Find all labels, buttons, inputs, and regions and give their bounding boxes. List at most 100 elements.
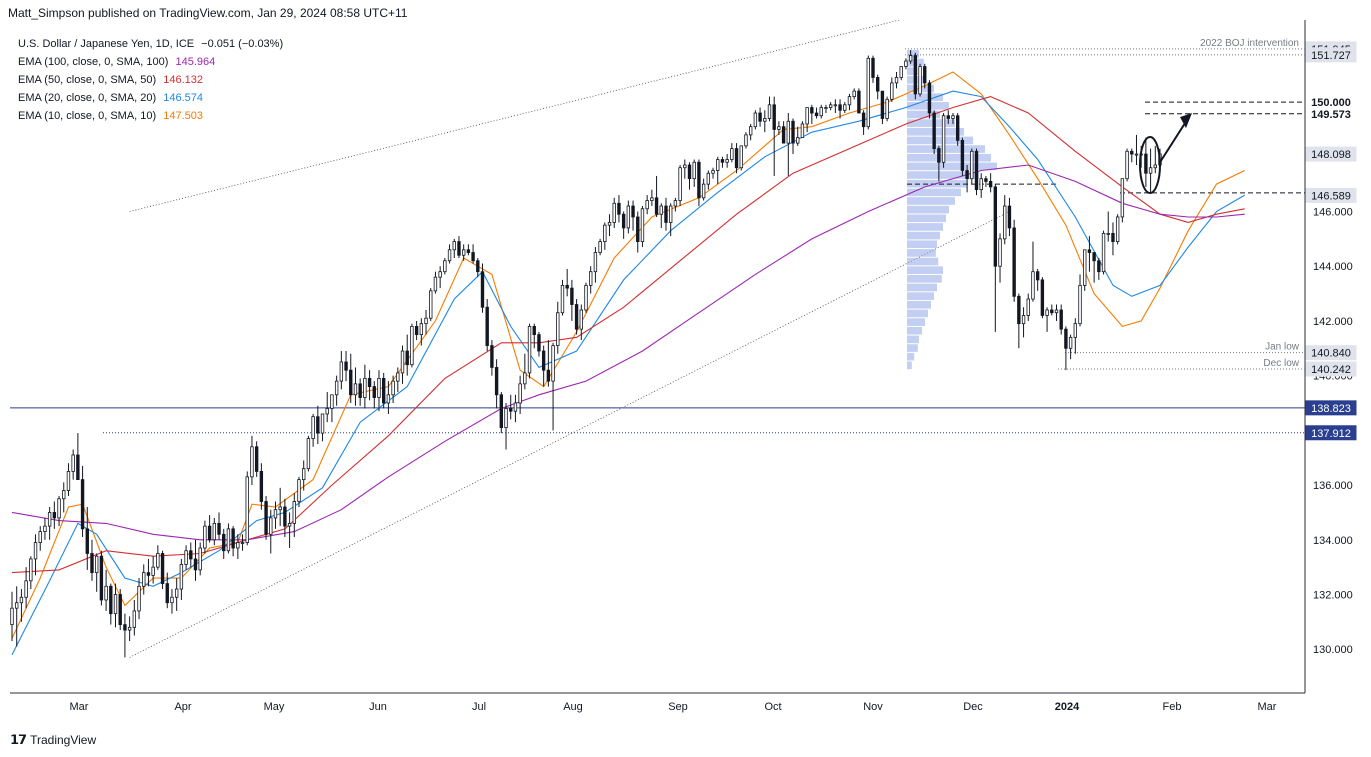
candle-body [358, 383, 362, 398]
candle [15, 586, 19, 647]
candle [424, 309, 428, 335]
candle-body [556, 312, 560, 346]
candle [240, 534, 245, 551]
y-tick-label: 146.000 [1313, 207, 1353, 219]
symbol-label: U.S. Dollar / Japanese Yen, 1D, ICE [18, 38, 195, 50]
chart-legend: U.S. Dollar / Japanese Yen, 1D, ICE −0.0… [18, 35, 283, 125]
candle-body [527, 326, 532, 374]
candle-body [99, 555, 104, 601]
candle-body [1064, 328, 1068, 349]
candle [683, 159, 687, 179]
candle-body [189, 550, 193, 560]
tradingview-footer[interactable]: 𝟭𝟳 TradingView [10, 732, 96, 748]
candle-body [264, 501, 268, 535]
candle [941, 113, 946, 168]
candle-body [396, 372, 400, 382]
indicator-row-ema50[interactable]: EMA (50, close, 0, SMA, 50) 146.132 [18, 71, 283, 89]
indicator-row-ema100[interactable]: EMA (100, close, 0, SMA, 100) 145.964 [18, 53, 283, 71]
indicator-label: EMA (50, close, 0, SMA, 50) [18, 74, 157, 86]
candle [217, 512, 221, 540]
candle [593, 247, 598, 283]
candle-body [876, 77, 880, 92]
candle [1012, 219, 1016, 302]
price-chart[interactable]: 2022 BOJ intervention Jan low Dec low Mar Ap… [0, 20, 1371, 725]
indicator-row-ema20[interactable]: EMA (20, close, 0, SMA, 20) 146.574 [18, 89, 283, 107]
candle [1115, 214, 1120, 245]
candle-body [297, 479, 301, 502]
x-tick-label: Apr [174, 701, 191, 713]
candle-body [885, 98, 889, 119]
candle [673, 197, 678, 212]
candle-body [603, 224, 607, 242]
candle-body [269, 517, 273, 535]
candle [565, 268, 569, 297]
candle [57, 496, 61, 527]
candle-body [325, 408, 329, 415]
candle [965, 164, 969, 193]
candle-body [476, 260, 480, 273]
candle [692, 159, 696, 187]
channel-lower-line [129, 211, 1010, 658]
candle-body [90, 553, 94, 574]
candle [174, 578, 179, 611]
candle [810, 104, 814, 124]
candle-body [937, 148, 941, 163]
candle [828, 102, 833, 111]
candle-body [847, 96, 852, 106]
price-label: 140.242 [1305, 361, 1357, 377]
candle-body [532, 326, 536, 336]
candle [43, 517, 47, 540]
candle [866, 55, 870, 130]
candle-body [226, 528, 231, 552]
candle-body [146, 572, 151, 576]
indicator-row-ema10[interactable]: EMA (10, close, 0, SMA, 10) 147.503 [18, 107, 283, 125]
candle-body [113, 594, 118, 615]
candle [1148, 148, 1153, 193]
candle-body [758, 112, 762, 122]
candle [80, 465, 85, 538]
candle-body [118, 594, 122, 626]
candle [142, 564, 146, 595]
candle-body [429, 290, 433, 319]
candle [876, 74, 880, 100]
candle [485, 299, 489, 352]
symbol-row[interactable]: U.S. Dollar / Japanese Yen, 1D, ICE −0.0… [18, 35, 283, 53]
x-tick-label: Oct [764, 701, 781, 713]
price-label-bg [1305, 425, 1357, 441]
candle [988, 173, 993, 193]
volume-profile-bar [907, 153, 991, 162]
candle [66, 463, 71, 497]
candle-body [678, 167, 682, 201]
candle-body [1068, 336, 1073, 349]
candle-body [730, 148, 734, 160]
candle [824, 104, 828, 114]
candle-body [283, 506, 287, 527]
candle [236, 534, 240, 559]
candle-body [541, 350, 546, 371]
trend-arrow [1159, 117, 1189, 163]
candle [640, 206, 645, 248]
candle-body [127, 626, 132, 631]
candle-body [998, 238, 1002, 267]
candle-body [988, 181, 993, 188]
candle-body [805, 107, 809, 125]
candle-body [311, 416, 315, 439]
candle [76, 433, 80, 481]
candle-body [339, 361, 344, 382]
candle [537, 331, 541, 357]
candle [170, 589, 174, 614]
volume-profile-bar [907, 275, 942, 283]
candle-body [410, 326, 414, 366]
candle [419, 318, 424, 346]
candle [160, 550, 165, 590]
candle-body [626, 205, 631, 229]
candle [777, 121, 781, 135]
candle-body [871, 57, 875, 78]
candle [518, 375, 522, 414]
candle [184, 545, 188, 570]
candle-body [965, 170, 969, 180]
candle-body [1007, 205, 1012, 229]
candle-body [857, 90, 861, 114]
candle-body [725, 159, 729, 163]
candle-body [1120, 178, 1125, 218]
